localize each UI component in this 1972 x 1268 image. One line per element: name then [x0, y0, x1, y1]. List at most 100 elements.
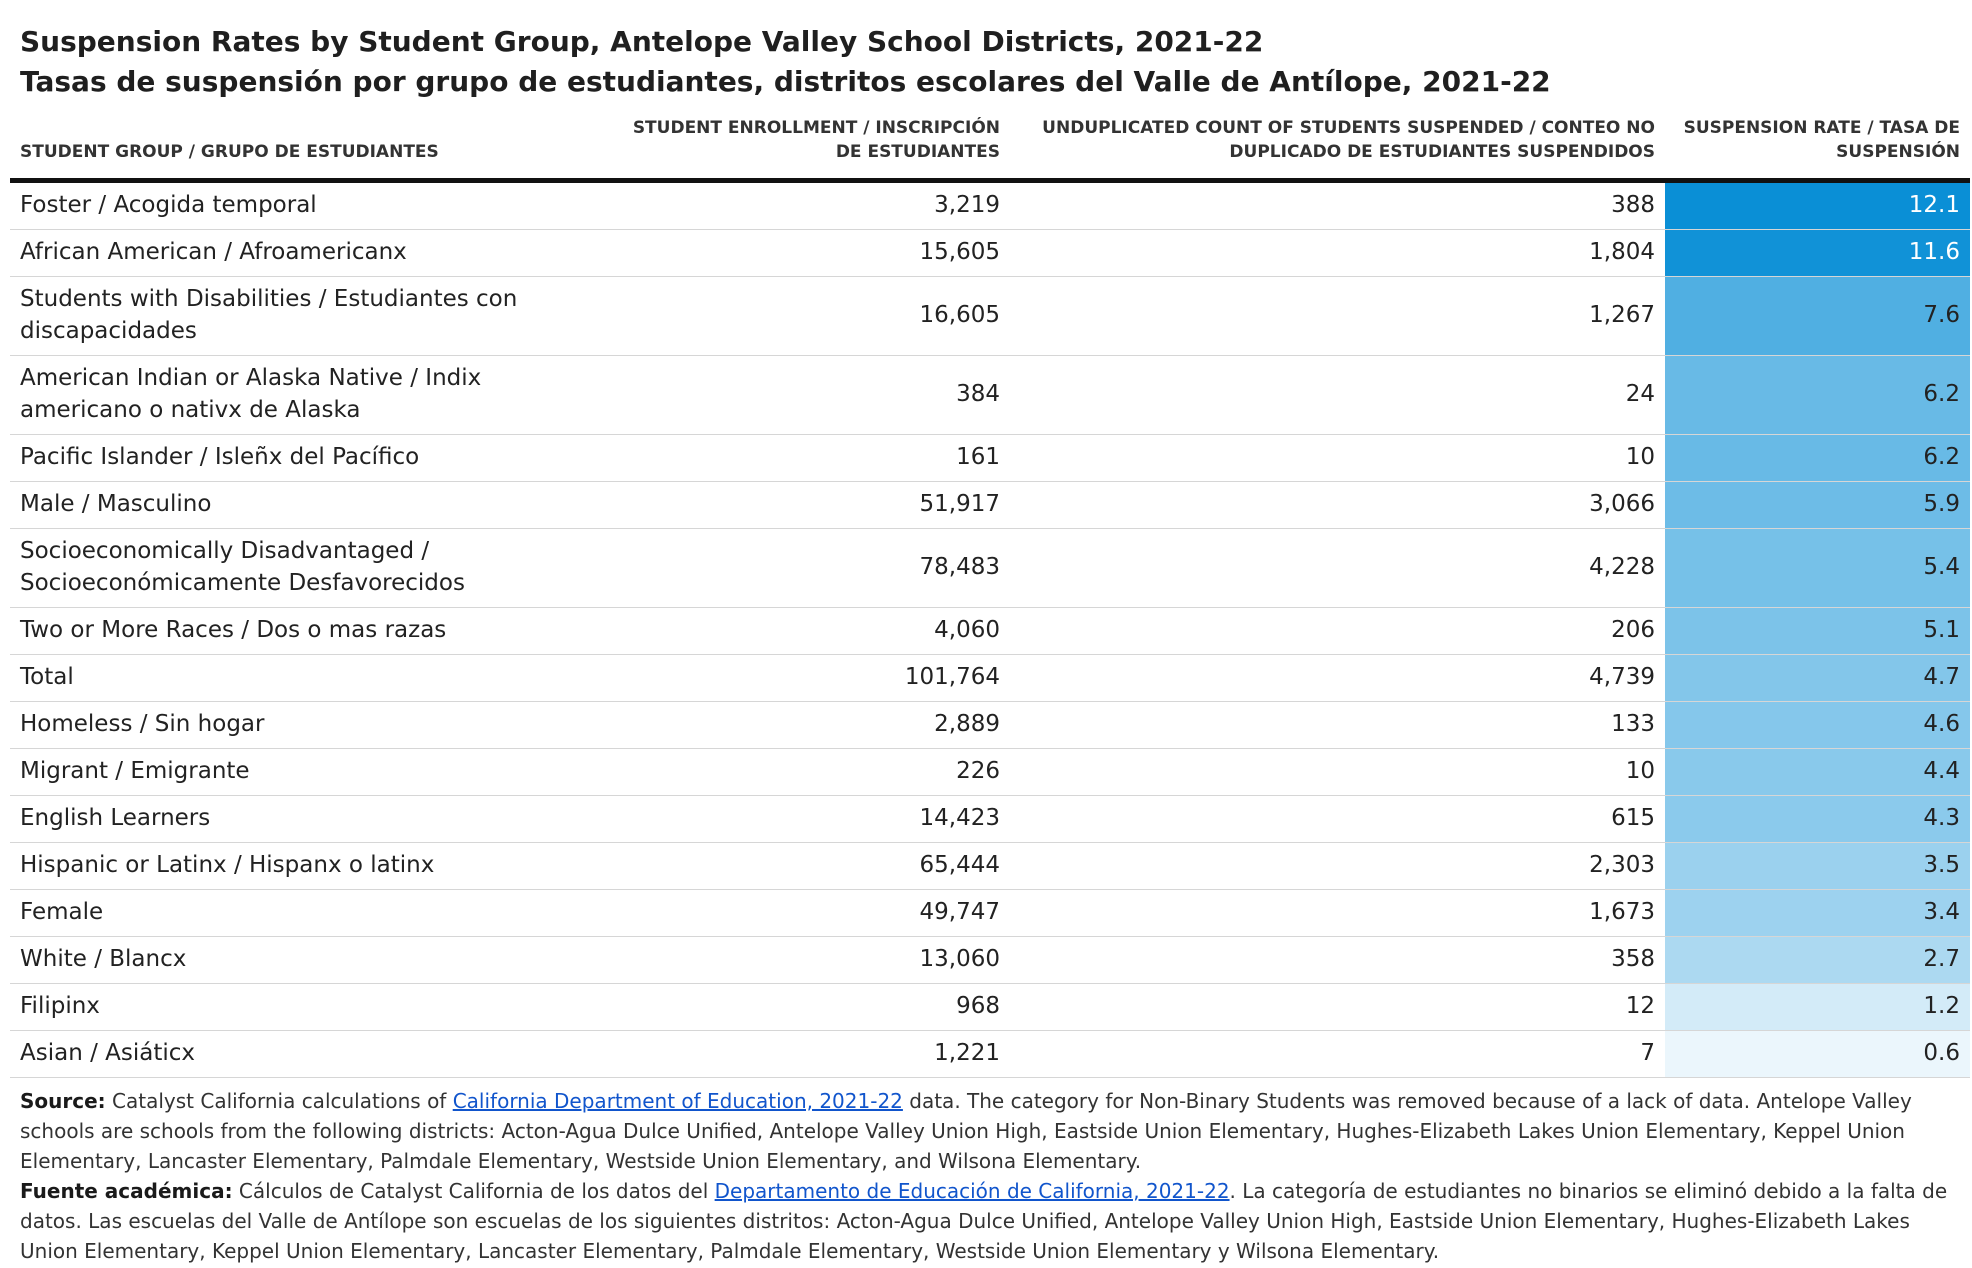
table-row: Students with Disabilities / Estudiantes… [10, 276, 1970, 356]
source-text-pre: Catalyst California calculations of [105, 1089, 453, 1113]
table-row: Female 49,747 1,673 3.4 [10, 889, 1970, 937]
cell-suspended: 10 [1010, 434, 1665, 482]
cell-group: Total [10, 654, 615, 702]
cell-suspended: 24 [1010, 355, 1665, 435]
cell-rate: 2.7 [1665, 936, 1970, 984]
cell-enrollment: 4,060 [615, 607, 1010, 655]
cell-group: Foster / Acogida temporal [10, 180, 615, 230]
cell-suspended: 1,267 [1010, 276, 1665, 356]
cell-rate: 12.1 [1665, 180, 1970, 230]
cell-suspended: 206 [1010, 607, 1665, 655]
cell-enrollment: 14,423 [615, 795, 1010, 843]
table-row: Homeless / Sin hogar 2,889 133 4.6 [10, 701, 1970, 749]
table-row: Filipinx 968 12 1.2 [10, 983, 1970, 1031]
cell-suspended: 1,673 [1010, 889, 1665, 937]
column-header-enrollment[interactable]: Student Enrollment / Inscripción de estu… [632, 118, 1000, 162]
cell-suspended: 4,739 [1010, 654, 1665, 702]
chart-subtitle: Tasas de suspensión por grupo de estudia… [20, 65, 1551, 98]
column-header-rate[interactable]: Suspension Rate / Tasa de suspensión [1683, 118, 1960, 162]
table-row: Pacific Islander / Isleñx del Pacífico 16… [10, 434, 1970, 482]
table-row: Socioeconomically Disadvantaged / Socioe… [10, 528, 1970, 608]
cell-suspended: 7 [1010, 1030, 1665, 1078]
cell-suspended: 10 [1010, 748, 1665, 796]
cell-group: Filipinx [10, 983, 615, 1031]
cell-enrollment: 15,605 [615, 229, 1010, 277]
cell-enrollment: 2,889 [615, 701, 1010, 749]
cell-suspended: 4,228 [1010, 528, 1665, 608]
table-row: Migrant / Emigrante 226 10 4.4 [10, 748, 1970, 796]
suspension-table: Student Group / Grupo de estudiantes Stu… [10, 116, 1970, 1078]
cell-rate: 11.6 [1665, 229, 1970, 277]
cell-group: Hispanic or Latinx / Hispanx o latinx [10, 842, 615, 890]
chart-container: Suspension Rates by Student Group, Antel… [10, 0, 1970, 1266]
cell-group: Asian / Asiáticx [10, 1030, 615, 1078]
cell-suspended: 12 [1010, 983, 1665, 1031]
cell-suspended: 388 [1010, 180, 1665, 230]
cell-rate: 6.2 [1665, 434, 1970, 482]
table-row: White / Blancx 13,060 358 2.7 [10, 936, 1970, 984]
column-header-group[interactable]: Student Group / Grupo de estudiantes [20, 142, 439, 162]
table-row: Hispanic or Latinx / Hispanx o latinx 65,… [10, 842, 1970, 890]
source-text-post: data. The category for Non-Binary Studen… [20, 1089, 1912, 1173]
source-link[interactable]: California Department of Education, 2021… [452, 1089, 903, 1113]
cell-group: African American / Afroamericanx [10, 229, 615, 277]
chart-title: Suspension Rates by Student Group, Antel… [20, 25, 1264, 58]
cell-group: Socioeconomically Disadvantaged / Socioe… [10, 528, 615, 608]
cell-enrollment: 101,764 [615, 654, 1010, 702]
cell-rate: 4.7 [1665, 654, 1970, 702]
cell-suspended: 133 [1010, 701, 1665, 749]
cell-group: English Learners [10, 795, 615, 843]
table-row: Asian / Asiáticx 1,221 7 0.6 [10, 1030, 1970, 1078]
cell-group: Homeless / Sin hogar [10, 701, 615, 749]
cell-rate: 5.9 [1665, 481, 1970, 529]
cell-rate: 1.2 [1665, 983, 1970, 1031]
table-row: English Learners 14,423 615 4.3 [10, 795, 1970, 843]
table-row: Male / Masculino 51,917 3,066 5.9 [10, 481, 1970, 529]
cell-rate: 4.6 [1665, 701, 1970, 749]
cell-rate: 4.3 [1665, 795, 1970, 843]
cell-enrollment: 51,917 [615, 481, 1010, 529]
cell-group: Male / Masculino [10, 481, 615, 529]
cell-rate: 3.5 [1665, 842, 1970, 890]
cell-group: Migrant / Emigrante [10, 748, 615, 796]
cell-enrollment: 384 [615, 355, 1010, 435]
cell-suspended: 358 [1010, 936, 1665, 984]
cell-group: Pacific Islander / Isleñx del Pacífico [10, 434, 615, 482]
fuente-link[interactable]: Departamento de Educación de California,… [714, 1179, 1230, 1203]
cell-rate: 3.4 [1665, 889, 1970, 937]
cell-enrollment: 1,221 [615, 1030, 1010, 1078]
cell-suspended: 2,303 [1010, 842, 1665, 890]
cell-rate: 7.6 [1665, 276, 1970, 356]
cell-group: Two or More Races / Dos o mas razas [10, 607, 615, 655]
cell-enrollment: 13,060 [615, 936, 1010, 984]
cell-rate: 5.4 [1665, 528, 1970, 608]
cell-enrollment: 226 [615, 748, 1010, 796]
cell-group: White / Blancx [10, 936, 615, 984]
cell-enrollment: 3,219 [615, 180, 1010, 230]
table-header-row: Student Group / Grupo de estudiantes Stu… [10, 116, 1970, 181]
cell-group: American Indian or Alaska Native / Indix… [10, 355, 615, 435]
column-header-suspended[interactable]: Unduplicated Count of Students Suspended… [1042, 118, 1655, 162]
cell-enrollment: 161 [615, 434, 1010, 482]
cell-enrollment: 968 [615, 983, 1010, 1031]
table-row: Foster / Acogida temporal 3,219 388 12.1 [10, 180, 1970, 230]
cell-enrollment: 16,605 [615, 276, 1010, 356]
cell-enrollment: 49,747 [615, 889, 1010, 937]
fuente-text-pre: Cálculos de Catalyst California de los d… [232, 1179, 715, 1203]
cell-suspended: 1,804 [1010, 229, 1665, 277]
fuente-text-post: . La categoría de estudiantes no binario… [20, 1179, 1948, 1263]
cell-group: Students with Disabilities / Estudiantes… [10, 276, 615, 356]
cell-rate: 4.4 [1665, 748, 1970, 796]
cell-suspended: 3,066 [1010, 481, 1665, 529]
table-row: African American / Afroamericanx 15,605 1,… [10, 229, 1970, 277]
cell-rate: 5.1 [1665, 607, 1970, 655]
cell-rate: 6.2 [1665, 355, 1970, 435]
cell-suspended: 615 [1010, 795, 1665, 843]
source-label: Source: [20, 1089, 106, 1113]
cell-group: Female [10, 889, 615, 937]
source-note: Source: Catalyst California calculations… [20, 1086, 1960, 1176]
table-row: American Indian or Alaska Native / Indix… [10, 355, 1970, 435]
fuente-note: Fuente académica: Cálculos de Catalyst C… [20, 1176, 1960, 1266]
table-row: Total 101,764 4,739 4.7 [10, 654, 1970, 702]
cell-enrollment: 78,483 [615, 528, 1010, 608]
